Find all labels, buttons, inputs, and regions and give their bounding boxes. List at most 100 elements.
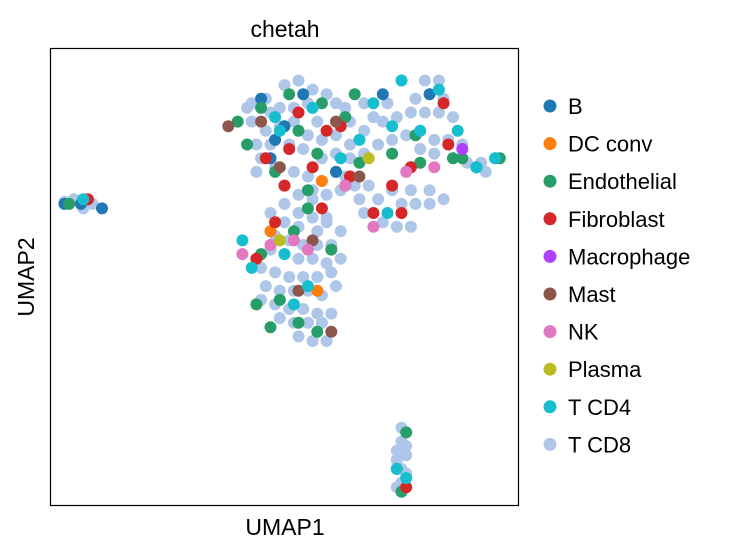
data-point — [255, 92, 268, 105]
series-plasma — [273, 152, 375, 247]
data-point — [292, 124, 305, 137]
data-point — [390, 111, 403, 124]
data-point — [287, 115, 300, 128]
data-point — [330, 165, 342, 178]
data-point — [381, 97, 394, 110]
data-point — [325, 243, 338, 256]
data-point — [250, 138, 263, 151]
data-point — [409, 92, 422, 105]
data-point — [269, 216, 282, 229]
data-point — [236, 234, 249, 247]
data-point — [404, 220, 417, 233]
data-point — [278, 197, 291, 210]
data-point — [358, 207, 371, 219]
data-point — [231, 115, 244, 128]
data-point — [418, 106, 431, 119]
data-point — [400, 472, 413, 485]
data-point — [367, 97, 380, 110]
data-point — [428, 147, 441, 160]
data-point — [386, 147, 399, 160]
data-point — [311, 147, 324, 160]
data-point — [273, 161, 286, 174]
data-point — [306, 252, 319, 265]
data-point — [292, 188, 305, 201]
data-point — [241, 101, 254, 114]
data-point — [259, 280, 272, 293]
data-point — [320, 88, 333, 101]
data-point — [292, 284, 305, 297]
series-macrophage — [456, 143, 469, 155]
data-point — [358, 97, 371, 110]
data-point — [470, 161, 483, 174]
data-point — [255, 261, 268, 274]
data-point — [372, 193, 385, 206]
data-point — [339, 179, 352, 192]
legend-marker — [543, 137, 557, 151]
data-point — [259, 124, 272, 137]
data-point — [432, 83, 445, 96]
data-point — [292, 106, 305, 119]
data-point — [63, 197, 76, 210]
data-point — [306, 234, 319, 247]
data-point — [344, 138, 356, 151]
legend-label: Mast — [568, 282, 616, 307]
data-point — [283, 88, 296, 101]
legend-marker — [543, 99, 557, 113]
data-point — [428, 161, 441, 174]
data-point — [432, 106, 445, 119]
data-point — [437, 97, 450, 110]
data-point — [479, 165, 492, 178]
data-point — [278, 179, 291, 192]
data-point — [409, 197, 422, 210]
data-point — [437, 193, 450, 206]
data-point — [283, 271, 296, 283]
data-point — [362, 152, 375, 165]
data-point — [287, 225, 300, 238]
data-point — [287, 298, 300, 311]
data-point — [273, 293, 286, 306]
data-point — [315, 316, 328, 329]
data-point — [447, 111, 459, 124]
data-point — [400, 449, 413, 462]
data-point — [320, 211, 333, 224]
data-point — [264, 239, 277, 251]
data-point — [423, 88, 436, 101]
data-point — [287, 234, 300, 247]
data-point — [442, 138, 455, 151]
data-point — [353, 133, 366, 146]
data-point — [264, 207, 277, 219]
data-point — [297, 143, 310, 155]
legend-marker — [543, 400, 557, 414]
data-point — [325, 307, 338, 320]
data-point — [489, 152, 502, 165]
series-dc-conv — [264, 175, 328, 297]
data-point — [315, 97, 328, 110]
data-point — [311, 271, 324, 283]
data-point — [395, 207, 408, 219]
data-point — [297, 88, 310, 101]
data-point — [334, 252, 347, 265]
data-point — [301, 184, 314, 197]
legend-label: Endothelial — [568, 169, 677, 194]
data-point — [367, 111, 380, 124]
data-point — [245, 115, 258, 128]
legend-marker — [543, 437, 557, 451]
scatter-points — [58, 74, 506, 498]
plot-frame — [49, 47, 520, 507]
data-point — [456, 152, 469, 165]
data-point — [311, 284, 324, 297]
data-point — [390, 444, 403, 457]
data-point — [292, 207, 305, 219]
data-point — [301, 129, 314, 142]
data-point — [400, 426, 413, 439]
series-t-cd4 — [77, 74, 502, 485]
data-point — [330, 129, 342, 142]
data-point — [306, 193, 319, 206]
data-point — [250, 298, 263, 311]
data-point — [255, 101, 268, 114]
data-point — [320, 335, 333, 347]
data-point — [344, 152, 356, 165]
data-point — [250, 252, 263, 265]
data-point — [278, 216, 291, 229]
data-point — [386, 179, 399, 192]
